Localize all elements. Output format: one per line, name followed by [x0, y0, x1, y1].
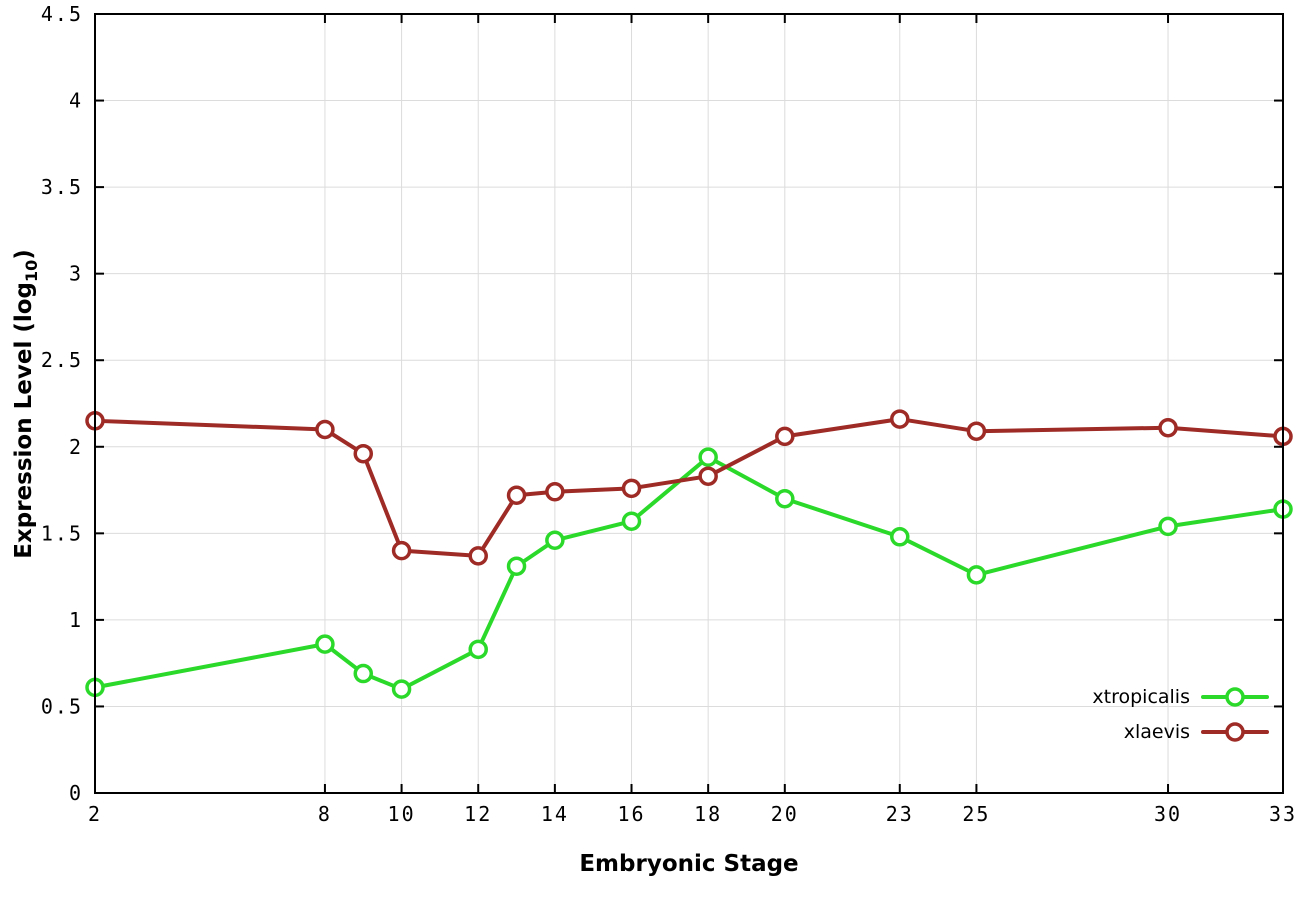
series-xtropicalis-marker [698, 447, 718, 467]
series-xtropicalis-marker [621, 511, 642, 531]
series-xlaevis-marker [621, 478, 642, 499]
series-xtropicalis-marker [966, 565, 987, 585]
y-axis-label: Expression Level (log10) [11, 249, 41, 559]
series-xlaevis-line [93, 417, 1285, 558]
y-tick-label: 3.5 [41, 175, 83, 199]
y-tick-label: 0 [69, 781, 83, 805]
legend: xtropicalis xlaevis [1092, 684, 1270, 745]
y-tick-label: 1.5 [41, 521, 83, 545]
x-tick-label: 25 [962, 802, 990, 826]
legend-sample-xlaevis-line-icon [1201, 722, 1269, 742]
y-tick-label: 0.5 [41, 694, 83, 718]
series-xlaevis-marker [1158, 417, 1178, 438]
legend-item-xlaevis: xlaevis [1124, 719, 1270, 745]
series-xtropicalis-marker [506, 556, 527, 576]
legend-item-xtropicalis: xtropicalis [1092, 684, 1270, 710]
series-xlaevis-marker [506, 485, 527, 505]
y-tick-label: 1 [69, 608, 83, 632]
x-tick-label: 23 [886, 802, 914, 826]
x-axis-label: Embryonic Stage [579, 851, 799, 877]
y-tick-label: 2 [69, 435, 83, 459]
series-xlaevis-marker [890, 409, 910, 429]
series-xlaevis-marker [775, 426, 795, 447]
legend-sample-xtropicalis-line-icon [1201, 687, 1269, 707]
series-xlaevis-marker [545, 482, 565, 502]
series-xlaevis-marker [315, 419, 335, 440]
legend-label-xtropicalis: xtropicalis [1092, 686, 1190, 708]
y-tick-label: 2.5 [41, 348, 83, 372]
series-xtropicalis-marker [353, 663, 374, 684]
series-xtropicalis-marker [545, 530, 565, 551]
y-tick-label: 3 [69, 262, 83, 286]
x-tick-label: 14 [541, 802, 569, 826]
series-xlaevis-marker [698, 466, 718, 486]
series-xtropicalis-marker [468, 639, 488, 660]
y-tick-label: 4 [69, 89, 83, 113]
x-tick-label: 10 [388, 802, 416, 826]
y-axis-label-subscript: 10 [21, 259, 41, 282]
series-xtropicalis-marker [890, 527, 910, 547]
series-xtropicalis-marker [1158, 516, 1178, 537]
series-xlaevis-marker [468, 546, 488, 566]
series-xlaevis-marker [353, 443, 374, 464]
series-xtropicalis-marker [775, 488, 795, 509]
plot-border [94, 13, 1284, 794]
x-tick-label: 8 [318, 802, 332, 826]
series-xtropicalis-marker [315, 634, 335, 654]
y-axis-label-text: Expression Level (log [11, 281, 38, 559]
x-tick-label: 33 [1269, 802, 1296, 826]
x-tick-label: 30 [1154, 802, 1182, 826]
y-axis-label-close: ) [11, 249, 38, 260]
series-xlaevis-marker [391, 540, 412, 561]
series-xtropicalis-line [93, 455, 1285, 692]
x-tick-label: 20 [771, 802, 799, 826]
series-xlaevis-marker [966, 421, 987, 441]
y-tick-label: 4.5 [41, 2, 83, 26]
x-tick-label: 16 [617, 802, 645, 826]
x-tick-label: 2 [88, 802, 102, 826]
legend-label-xlaevis: xlaevis [1123, 721, 1190, 743]
x-tick-label: 18 [694, 802, 722, 826]
x-tick-label: 12 [464, 802, 492, 826]
series-xtropicalis-marker [391, 679, 412, 699]
